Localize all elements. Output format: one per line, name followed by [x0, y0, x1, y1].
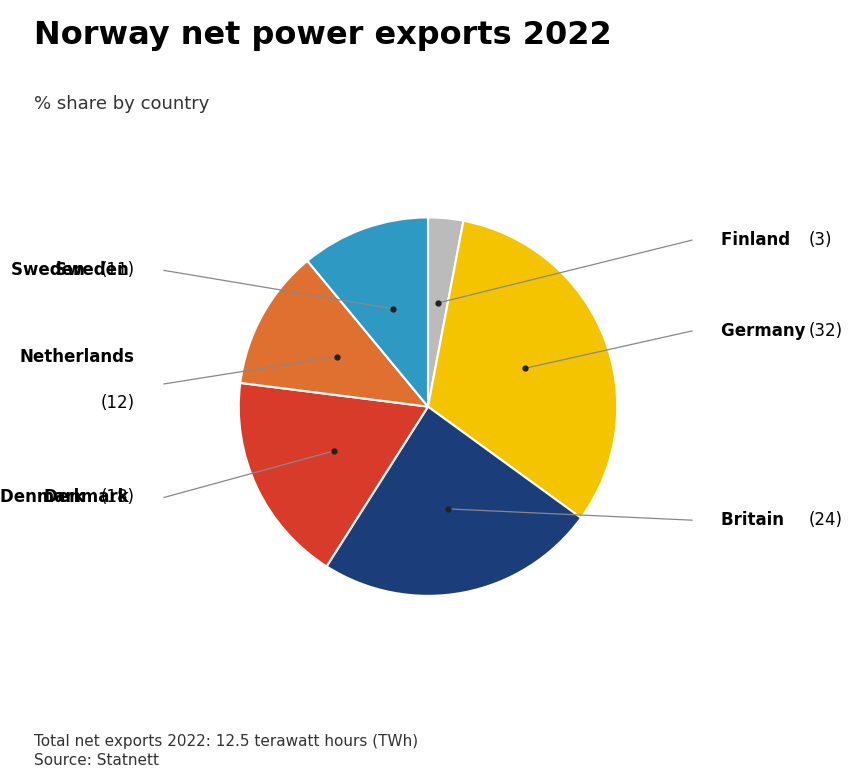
- Text: (11): (11): [101, 261, 134, 279]
- Text: Germany: Germany: [722, 322, 811, 340]
- Text: (32): (32): [809, 322, 843, 340]
- Text: Sweden: Sweden: [11, 261, 91, 279]
- Text: Denmark: Denmark: [1, 489, 91, 507]
- Text: Netherlands: Netherlands: [20, 349, 134, 367]
- Wedge shape: [241, 261, 428, 407]
- Wedge shape: [307, 217, 428, 407]
- Text: (24): (24): [809, 511, 843, 529]
- Wedge shape: [327, 407, 581, 596]
- Text: Sweden: Sweden: [55, 261, 134, 279]
- Text: Finland: Finland: [722, 231, 796, 249]
- Wedge shape: [428, 221, 617, 518]
- Wedge shape: [428, 217, 463, 407]
- Text: (18): (18): [101, 489, 134, 507]
- Text: Britain: Britain: [722, 511, 790, 529]
- Text: Source: Statnett: Source: Statnett: [34, 753, 159, 768]
- Text: Norway net power exports 2022: Norway net power exports 2022: [34, 20, 612, 51]
- Text: (12): (12): [101, 394, 134, 412]
- Text: Total net exports 2022: 12.5 terawatt hours (TWh): Total net exports 2022: 12.5 terawatt ho…: [34, 734, 419, 749]
- Text: Denmark: Denmark: [45, 489, 134, 507]
- Wedge shape: [239, 383, 428, 566]
- Text: % share by country: % share by country: [34, 95, 210, 113]
- Text: (3): (3): [809, 231, 833, 249]
